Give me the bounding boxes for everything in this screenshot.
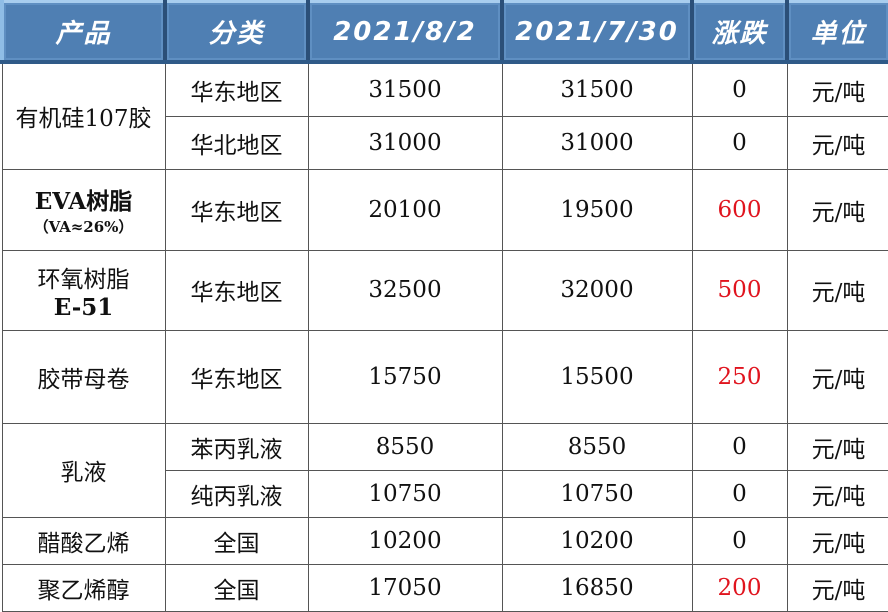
- price-cell: 31500: [307, 61, 503, 117]
- header-date-1: 2021/8/2: [306, 0, 504, 64]
- price-cell: 20100: [307, 168, 503, 251]
- table-row: EVA树脂 （VA≈26%） 华东地区 20100 19500 600 元/吨: [1, 168, 888, 251]
- change-cell: 0: [691, 516, 788, 565]
- price-cell: 32500: [307, 249, 503, 331]
- price-cell: 31000: [501, 115, 693, 170]
- category-cell: 华东地区: [164, 61, 309, 117]
- price-cell: 10750: [501, 469, 693, 518]
- header-row: 产品 分类 2021/8/2 2021/7/30 涨跌 单位: [0, 0, 888, 64]
- table-row: 有机硅107胶 华东地区 31500 31500 0 元/吨: [1, 61, 888, 170]
- category-cell: 全国: [164, 516, 309, 565]
- table-row: 胶带母卷 华东地区 15750 15500 250 元/吨: [1, 329, 888, 424]
- price-cell: 16850: [501, 563, 693, 612]
- price-cell: 32000: [501, 249, 693, 331]
- unit-cell: 元/吨: [786, 168, 888, 251]
- change-cell: 500: [691, 249, 788, 331]
- table-row: 醋酸乙烯 全国 10200 10200 0 元/吨: [1, 516, 888, 565]
- product-cell: 聚乙烯醇: [1, 563, 166, 612]
- product-spec: E-51: [53, 293, 114, 321]
- table-row: 乳液 苯丙乳液 8550 8550 0 元/吨: [1, 422, 888, 518]
- change-cell: 200: [691, 563, 788, 612]
- header-category: 分类: [163, 0, 310, 64]
- product-cell: EVA树脂 （VA≈26%）: [1, 168, 166, 251]
- product-cell: 有机硅107胶: [1, 61, 166, 170]
- price-cell: 10200: [501, 516, 693, 565]
- change-cell: 0: [691, 422, 788, 471]
- product-spec: （VA≈26%）: [33, 218, 134, 236]
- table-row: 环氧树脂 E-51 华东地区 32500 32000 500 元/吨: [1, 249, 888, 331]
- price-cell: 31000: [307, 115, 503, 170]
- unit-cell: 元/吨: [786, 516, 888, 565]
- change-cell: 0: [691, 469, 788, 518]
- header-change: 涨跌: [690, 0, 789, 64]
- price-cell: 10200: [307, 516, 503, 565]
- unit-cell: 元/吨: [786, 563, 888, 612]
- table-row: 聚乙烯醇 全国 17050 16850 200 元/吨: [1, 563, 888, 612]
- unit-cell: 元/吨: [786, 422, 888, 471]
- change-cell: 0: [691, 115, 788, 170]
- category-cell: 华东地区: [164, 168, 309, 251]
- category-cell: 华东地区: [164, 329, 309, 424]
- category-cell: 华东地区: [164, 249, 309, 331]
- category-cell: 全国: [164, 563, 309, 612]
- category-cell: 纯丙乳液: [164, 469, 309, 518]
- category-cell: 苯丙乳液: [164, 422, 309, 471]
- product-cell: 乳液: [1, 422, 166, 518]
- price-cell: 8550: [501, 422, 693, 471]
- unit-cell: 元/吨: [786, 115, 888, 170]
- unit-cell: 元/吨: [786, 249, 888, 331]
- price-cell: 19500: [501, 168, 693, 251]
- product-cell: 醋酸乙烯: [1, 516, 166, 565]
- change-cell: 0: [691, 61, 788, 117]
- price-cell: 31500: [501, 61, 693, 117]
- change-cell: 600: [691, 168, 788, 251]
- unit-cell: 元/吨: [786, 469, 888, 518]
- change-cell: 250: [691, 329, 788, 424]
- header-product: 产品: [0, 0, 167, 64]
- price-cell: 15500: [501, 329, 693, 424]
- category-cell: 华北地区: [164, 115, 309, 170]
- header-date-2: 2021/7/30: [500, 0, 694, 64]
- unit-cell: 元/吨: [786, 329, 888, 424]
- product-name: 环氧树脂: [37, 266, 130, 293]
- price-cell: 17050: [307, 563, 503, 612]
- price-cell: 8550: [307, 422, 503, 471]
- product-cell: 胶带母卷: [1, 329, 166, 424]
- unit-cell: 元/吨: [786, 61, 888, 117]
- product-name: EVA树脂: [34, 188, 133, 215]
- price-cell: 15750: [307, 329, 503, 424]
- header-unit: 单位: [785, 0, 888, 64]
- product-cell: 环氧树脂 E-51: [1, 249, 166, 331]
- price-cell: 10750: [307, 469, 503, 518]
